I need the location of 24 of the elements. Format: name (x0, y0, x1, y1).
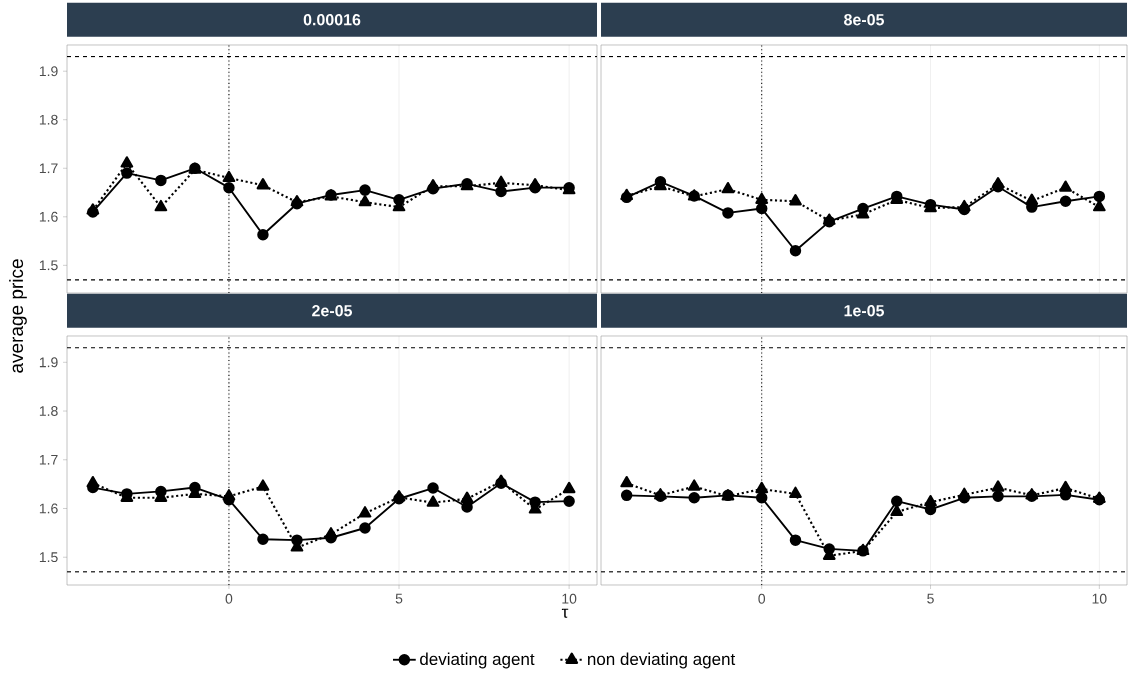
x-tick-label: 0 (758, 593, 766, 604)
chart-title: 8e-05 (844, 14, 885, 26)
chart-title: 2e-05 (312, 305, 353, 317)
x-tick-label: 0 (225, 593, 233, 604)
y-tick-label: 1.7 (39, 454, 58, 465)
x-tick-label: 10 (562, 593, 577, 604)
y-tick-label: 1.8 (39, 406, 58, 416)
y-tick-label: 1.8 (39, 114, 58, 125)
y-tick-label: 1.5 (39, 552, 58, 563)
y-tick-label: 1.6 (39, 503, 58, 514)
x-tick-label: 10 (1092, 593, 1107, 604)
y-tick-label: 1.5 (39, 260, 58, 271)
y-tick-label: 1.6 (39, 211, 58, 222)
x-tick-label: 5 (395, 593, 403, 604)
y-tick-label: 1.7 (39, 163, 58, 174)
y-axis-title: average price (9, 259, 27, 373)
y-tick-label: 1.9 (39, 66, 58, 77)
chart-title: 0.00016 (303, 14, 361, 26)
legend-label: non deviating agent (588, 652, 736, 669)
x-tick-label: 5 (927, 593, 934, 604)
y-tick-label: 1.9 (39, 357, 58, 368)
x-axis-title: τ (561, 608, 569, 618)
legend-label: deviating agent (420, 652, 535, 669)
chart-title: 1e-05 (844, 305, 885, 317)
